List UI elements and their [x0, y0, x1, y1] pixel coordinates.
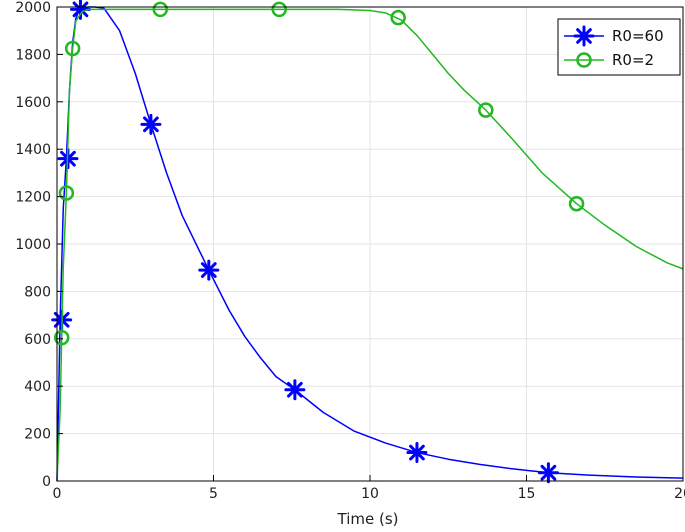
series-layer	[51, 0, 684, 484]
y-tick-label: 1200	[15, 190, 51, 206]
data-point	[478, 102, 494, 118]
data-point	[58, 185, 75, 201]
x-tick-label: 5	[209, 486, 218, 502]
y-tick-label: 1600	[15, 95, 51, 111]
y-tick-label: 400	[24, 379, 51, 395]
data-point	[152, 1, 169, 18]
y-tick-label: 1800	[15, 47, 51, 63]
data-point	[53, 329, 70, 346]
data-point	[537, 462, 559, 484]
y-tick-label: 0	[42, 474, 51, 490]
x-tick-label: 20	[674, 486, 685, 502]
legend-marker	[573, 25, 595, 47]
x-tick-label: 10	[361, 486, 379, 502]
legend-item: R0=2	[564, 51, 654, 69]
data-point	[140, 113, 162, 135]
y-tick-label: 1000	[15, 237, 51, 253]
legend-label: R0=2	[612, 51, 654, 69]
data-point	[64, 40, 81, 57]
data-point	[284, 379, 306, 401]
legend-marker	[576, 52, 592, 68]
data-point	[406, 442, 428, 464]
data-point	[568, 195, 585, 212]
data-point	[198, 259, 220, 281]
legend: R0=60 R0=2	[557, 18, 681, 76]
y-tick-label: 2000	[15, 0, 51, 16]
x-tick-label: 15	[518, 486, 536, 502]
series-line	[56, 8, 684, 482]
y-tick-label: 200	[24, 427, 51, 443]
legend-label: R0=60	[612, 27, 664, 45]
x-tick-label: 0	[53, 486, 62, 502]
y-tick-label: 1400	[15, 142, 51, 158]
grid-lines	[56, 6, 684, 482]
x-axis-label: Time (s)	[337, 510, 399, 528]
data-point	[390, 9, 406, 26]
y-tick-label: 800	[24, 284, 51, 300]
data-point	[271, 1, 287, 18]
legend-item: R0=60	[564, 25, 664, 47]
tick-labels: 0510152002004006008001000120014001600180…	[15, 0, 685, 502]
y-tick-label: 600	[24, 332, 51, 348]
series-2	[53, 1, 684, 482]
